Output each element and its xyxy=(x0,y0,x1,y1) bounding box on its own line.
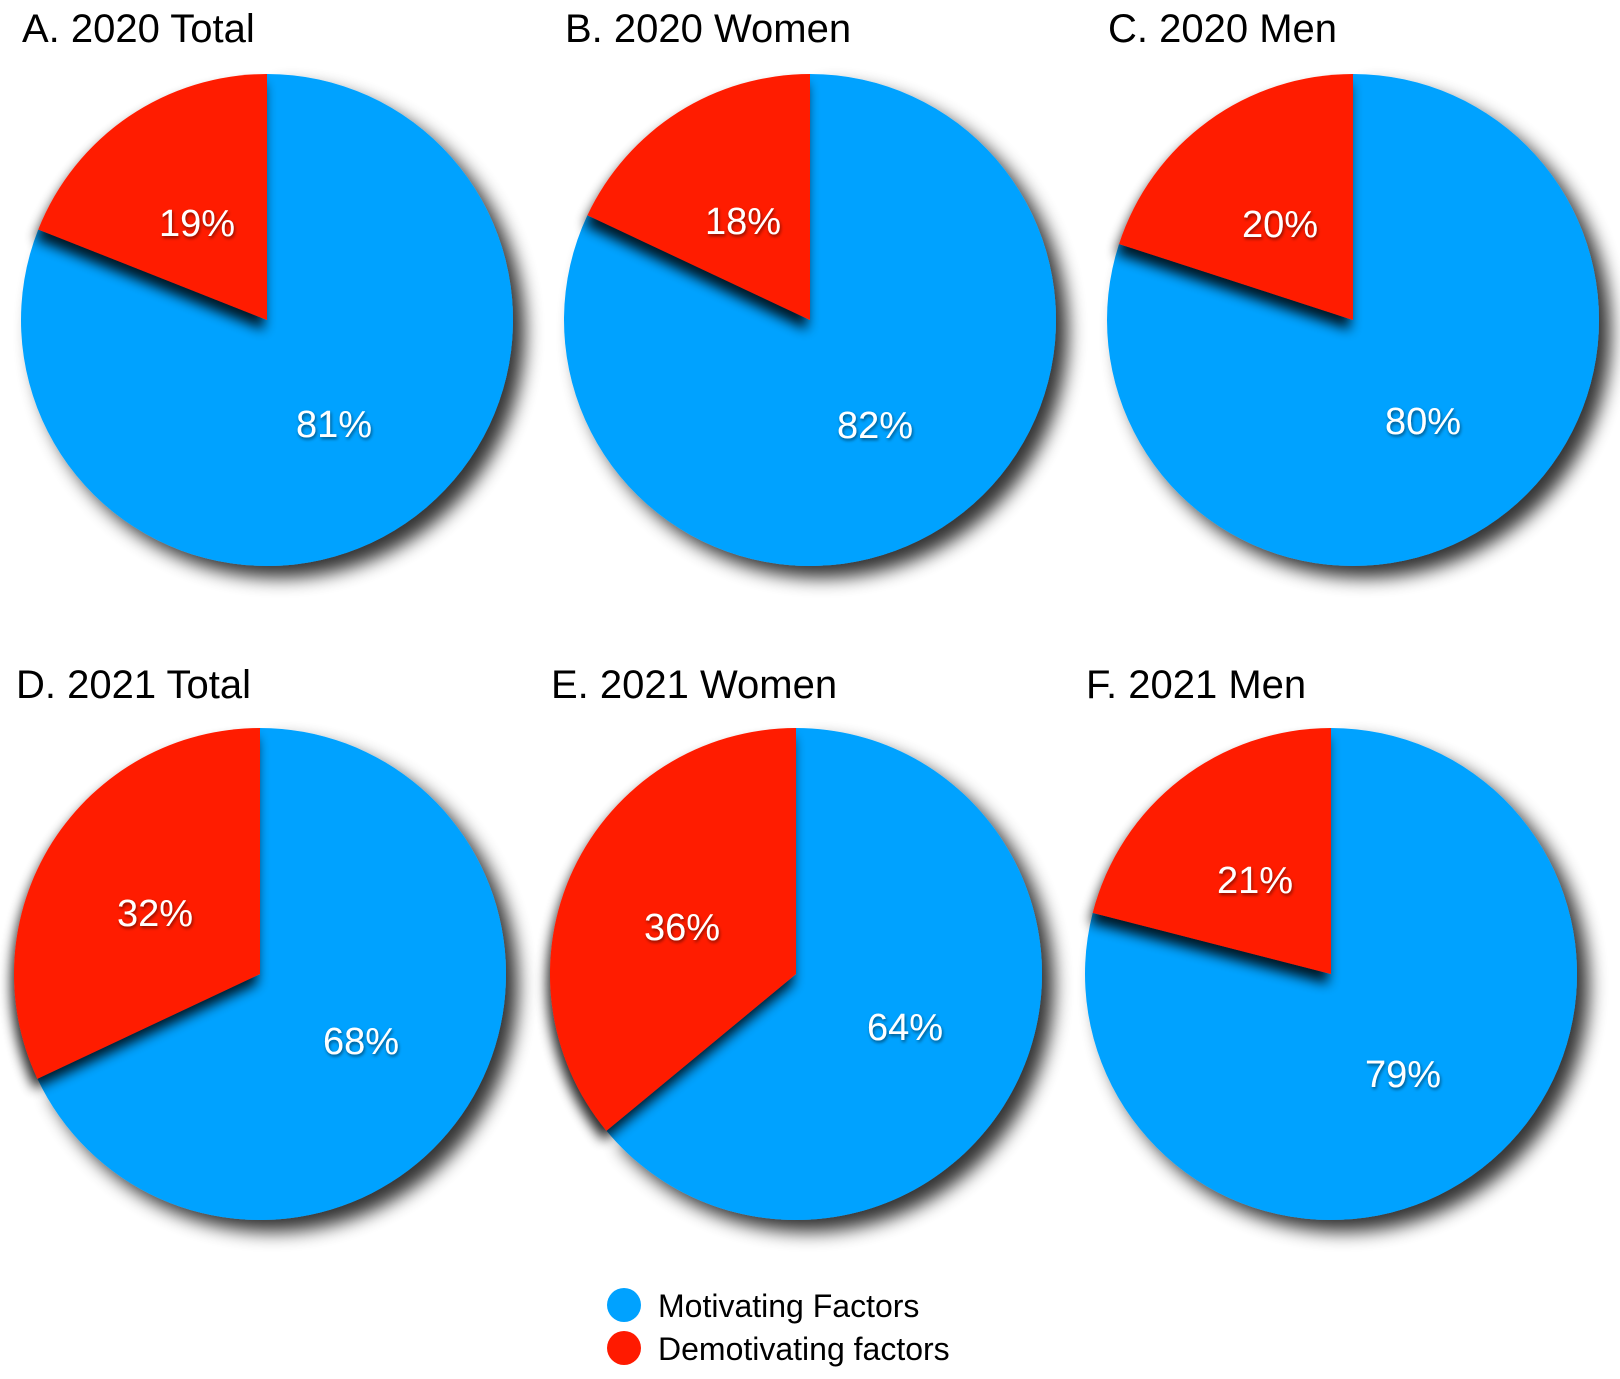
pie-chart-a xyxy=(20,74,513,566)
slice-label-f-motivating: 79% xyxy=(1365,1054,1441,1096)
pie-chart-b xyxy=(563,74,1056,567)
pie-slice-a-demotivating xyxy=(38,74,267,320)
pie-chart-d xyxy=(13,727,506,1220)
legend-demotivating-label: Demotivating factors xyxy=(658,1331,950,1367)
pie-slice-c-motivating xyxy=(1106,74,1599,566)
slice-label-c-demotivating: 20% xyxy=(1242,204,1318,246)
pie-slice-d-motivating xyxy=(37,728,506,1220)
pie-chart-c xyxy=(1106,73,1599,566)
pie-chart-f xyxy=(1085,728,1578,1220)
panel-title-d: D. 2021 Total xyxy=(16,663,251,707)
slice-label-e-motivating: 64% xyxy=(867,1007,943,1049)
pie-slice-c-demotivating xyxy=(1119,73,1353,321)
pie-slice-a-motivating xyxy=(20,74,513,566)
legend-motivating-label: Motivating Factors xyxy=(658,1288,919,1324)
panel-title-f: F. 2021 Men xyxy=(1086,663,1306,707)
panel-title-e: E. 2021 Women xyxy=(551,663,837,707)
pie-slice-f-demotivating xyxy=(1092,728,1331,974)
slice-label-b-demotivating: 18% xyxy=(705,201,781,243)
panel-title-c: C. 2020 Men xyxy=(1108,7,1337,51)
pie-slice-e-demotivating xyxy=(549,728,796,1131)
legend-motivating-swatch xyxy=(607,1288,641,1322)
slice-label-a-demotivating: 19% xyxy=(159,203,235,245)
slice-label-c-motivating: 80% xyxy=(1385,401,1461,443)
legend: Motivating Factors Demotivating factors xyxy=(607,1288,950,1367)
panel-title-b: B. 2020 Women xyxy=(565,7,851,51)
pie-chart-e xyxy=(549,728,1042,1220)
pie-slice-d-demotivating xyxy=(13,727,260,1079)
slice-label-e-demotivating: 36% xyxy=(644,907,720,949)
slice-label-b-motivating: 82% xyxy=(837,405,913,447)
slice-label-a-motivating: 81% xyxy=(296,404,372,446)
panel-title-a: A. 2020 Total xyxy=(22,7,255,51)
pie-slice-e-motivating xyxy=(606,728,1042,1220)
slice-label-f-demotivating: 21% xyxy=(1217,860,1293,902)
legend-demotivating-swatch xyxy=(607,1331,641,1365)
slice-label-d-motivating: 68% xyxy=(323,1021,399,1063)
slice-label-d-demotivating: 32% xyxy=(117,893,193,935)
pie-slice-b-demotivating xyxy=(587,74,810,320)
pie-slice-f-motivating xyxy=(1085,728,1578,1220)
pie-slice-b-motivating xyxy=(563,74,1056,567)
